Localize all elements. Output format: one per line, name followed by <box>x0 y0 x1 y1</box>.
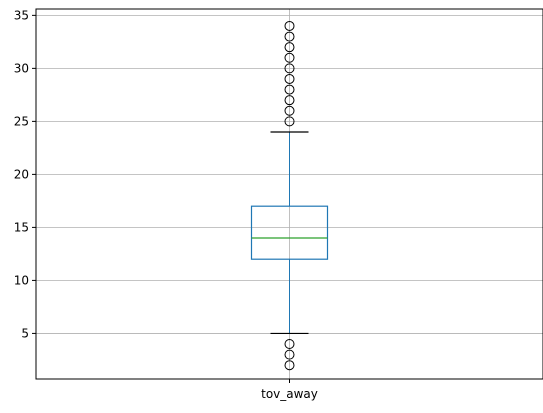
outlier-point <box>284 105 295 116</box>
y-tick-label: 25 <box>14 114 29 128</box>
y-tick-label: 20 <box>14 167 29 181</box>
interquartile-box <box>250 205 329 260</box>
y-tick-label: 5 <box>21 326 29 340</box>
outlier-point <box>284 339 295 350</box>
box-plot-group <box>250 20 329 371</box>
grid-lines <box>36 9 543 379</box>
outlier-point <box>284 73 295 84</box>
outlier-point <box>284 42 295 53</box>
outlier-point <box>284 349 295 360</box>
y-tick-label: 30 <box>14 61 29 75</box>
outlier-point <box>284 52 295 63</box>
x-tick-label: tov_away <box>261 387 318 401</box>
outlier-point <box>284 360 295 371</box>
outlier-point <box>284 84 295 95</box>
y-tick-label: 10 <box>14 273 29 287</box>
outlier-point <box>284 63 295 74</box>
y-axis: 5 10 15 20 25 30 35 <box>14 8 36 340</box>
y-tick-label: 15 <box>14 220 29 234</box>
outlier-point <box>284 20 295 31</box>
x-axis: tov_away <box>261 379 318 401</box>
outlier-point <box>284 95 295 106</box>
y-tick-label: 35 <box>14 8 29 22</box>
outlier-point <box>284 116 295 127</box>
outlier-point <box>284 31 295 42</box>
